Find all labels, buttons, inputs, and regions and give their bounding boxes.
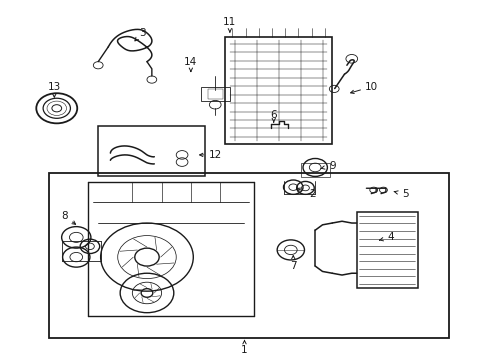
Bar (356, 212, 417, 288)
Bar (49, 173, 448, 338)
Bar (200, 87, 229, 101)
Text: 9: 9 (328, 161, 335, 171)
Text: 14: 14 (184, 57, 197, 67)
Text: 7: 7 (289, 261, 296, 271)
Text: 3: 3 (139, 28, 145, 38)
Text: 10: 10 (364, 82, 377, 92)
Text: 12: 12 (208, 150, 222, 160)
Text: 6: 6 (270, 111, 277, 121)
Text: 11: 11 (223, 17, 236, 27)
Bar (98, 126, 205, 176)
Text: 8: 8 (61, 211, 67, 221)
Bar (207, 89, 222, 99)
Text: 13: 13 (48, 82, 61, 92)
Text: 2: 2 (309, 189, 315, 199)
Bar (300, 163, 329, 177)
Text: 1: 1 (241, 345, 247, 355)
Text: 4: 4 (386, 232, 393, 242)
Text: 5: 5 (401, 189, 408, 199)
Bar (224, 37, 331, 144)
